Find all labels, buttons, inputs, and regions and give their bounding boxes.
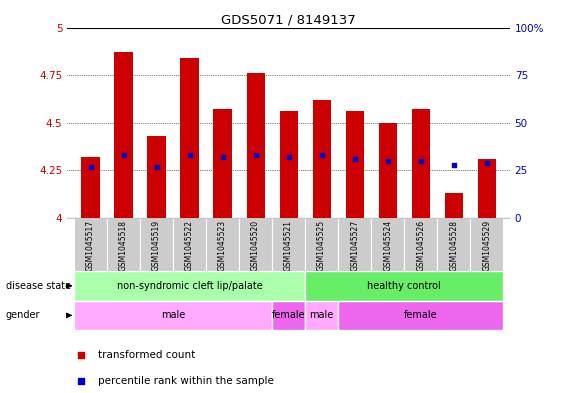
Bar (470, 218, 503, 271)
Bar (437, 218, 470, 271)
Bar (404, 218, 437, 271)
Text: non-syndromic cleft lip/palate: non-syndromic cleft lip/palate (117, 281, 263, 291)
Point (86, 163, 95, 170)
Bar (272, 218, 305, 271)
Text: disease state: disease state (6, 281, 71, 291)
Bar (338, 218, 371, 271)
Text: GSM1045522: GSM1045522 (185, 220, 194, 271)
Text: male: male (309, 310, 334, 320)
Point (317, 152, 326, 158)
Point (350, 156, 359, 162)
Text: GSM1045526: GSM1045526 (416, 220, 425, 271)
Bar (272, 301, 305, 330)
Bar (445, 193, 463, 218)
Text: GSM1045520: GSM1045520 (251, 220, 260, 271)
Text: GSM1045521: GSM1045521 (284, 220, 293, 271)
Text: male: male (161, 310, 185, 320)
Bar (478, 159, 496, 218)
Bar (74, 218, 107, 271)
Text: healthy control: healthy control (367, 281, 441, 291)
Bar (107, 218, 140, 271)
Bar (140, 218, 173, 271)
Text: female: female (404, 310, 438, 320)
Text: GSM1045525: GSM1045525 (317, 220, 326, 271)
Bar (74, 271, 305, 301)
Text: percentile rank within the sample: percentile rank within the sample (98, 376, 274, 386)
Title: GDS5071 / 8149137: GDS5071 / 8149137 (222, 13, 356, 26)
Bar (114, 52, 132, 218)
Bar (338, 301, 503, 330)
Point (416, 158, 425, 164)
Bar (239, 218, 272, 271)
Bar (280, 111, 298, 218)
Point (185, 152, 194, 158)
Text: GSM1045524: GSM1045524 (383, 220, 392, 271)
Point (119, 152, 128, 158)
Text: GSM1045517: GSM1045517 (86, 220, 95, 271)
Bar (411, 110, 430, 218)
Text: transformed count: transformed count (98, 350, 196, 360)
Text: GSM1045519: GSM1045519 (152, 220, 161, 271)
Point (482, 160, 492, 166)
Bar (247, 73, 265, 218)
Bar (173, 218, 206, 271)
Text: female: female (272, 310, 305, 320)
Bar (74, 301, 272, 330)
Bar (305, 301, 338, 330)
Bar (148, 136, 166, 218)
Point (76, 378, 86, 384)
Bar (305, 271, 503, 301)
Text: GSM1045527: GSM1045527 (350, 220, 359, 271)
Point (284, 154, 294, 160)
Text: GSM1045528: GSM1045528 (449, 220, 458, 271)
Bar (312, 100, 331, 218)
Text: GSM1045518: GSM1045518 (119, 220, 128, 271)
Bar (206, 218, 239, 271)
Text: gender: gender (6, 310, 40, 320)
Point (76, 352, 86, 358)
Bar (81, 157, 100, 218)
Bar (346, 111, 364, 218)
Bar (213, 110, 231, 218)
Point (449, 162, 458, 168)
Text: GSM1045523: GSM1045523 (218, 220, 227, 271)
Point (383, 158, 393, 164)
Point (251, 152, 260, 158)
Text: GSM1045529: GSM1045529 (482, 220, 491, 271)
Bar (379, 123, 397, 218)
Point (152, 163, 161, 170)
Bar (180, 58, 199, 218)
Bar (305, 218, 338, 271)
Point (218, 154, 227, 160)
Bar (371, 218, 404, 271)
